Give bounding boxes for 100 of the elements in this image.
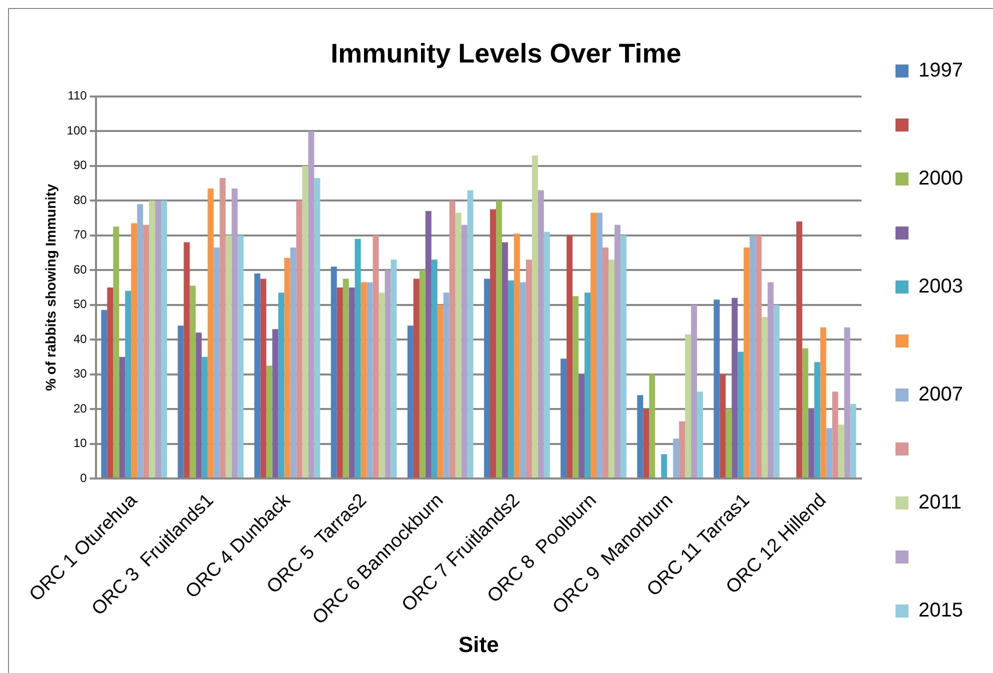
bar — [720, 374, 726, 478]
bar — [762, 316, 768, 478]
bar — [643, 409, 650, 478]
bar — [348, 287, 355, 478]
y-tick-label: 40 — [73, 332, 88, 346]
bar — [214, 248, 220, 478]
y-tick-label: 90 — [73, 158, 88, 172]
bar — [101, 310, 108, 478]
legend-label: 1997 — [918, 60, 964, 82]
bar — [196, 332, 202, 478]
bar — [437, 304, 444, 478]
bar — [826, 428, 832, 478]
bar — [820, 327, 826, 478]
bar — [572, 296, 579, 478]
bar — [113, 226, 120, 478]
bar — [202, 356, 208, 478]
bar — [756, 235, 762, 478]
bar — [455, 212, 462, 478]
bar — [278, 292, 284, 478]
bar — [685, 334, 692, 478]
bar — [744, 248, 750, 478]
bar — [738, 352, 744, 478]
bar — [808, 409, 814, 478]
y-tick-label: 0 — [80, 470, 88, 485]
bar — [390, 260, 397, 478]
bar — [814, 362, 820, 478]
legend-label: 2015 — [918, 600, 964, 622]
bar — [425, 211, 432, 478]
bar — [449, 200, 456, 478]
bar — [832, 392, 838, 478]
bar — [330, 266, 337, 478]
bar — [691, 304, 698, 478]
legend-label: 2003 — [918, 276, 964, 298]
bar — [590, 212, 597, 478]
y-axis-title: % of rabbits showing Immunity — [42, 184, 58, 391]
x-axis-title: Site — [458, 632, 499, 657]
bar — [431, 260, 438, 478]
bar — [697, 392, 704, 478]
bar — [614, 224, 620, 478]
bar — [490, 209, 496, 478]
y-tick-label: 30 — [73, 366, 88, 381]
bar — [266, 366, 272, 478]
bar — [768, 282, 774, 478]
bar — [254, 274, 260, 478]
bar — [661, 454, 668, 478]
y-tick-label: 110 — [68, 88, 88, 103]
bar — [308, 131, 314, 478]
bar — [560, 358, 567, 478]
bar — [844, 327, 850, 478]
bar — [296, 200, 302, 478]
bar — [596, 212, 602, 478]
bar — [272, 329, 278, 478]
bar — [336, 287, 343, 478]
bar — [161, 200, 168, 478]
bar — [360, 282, 367, 478]
bar — [137, 204, 144, 478]
legend-label: 2011 — [918, 492, 962, 514]
bar — [584, 292, 591, 478]
bar — [366, 282, 373, 478]
bar — [232, 188, 238, 478]
bar — [342, 278, 349, 478]
bar — [107, 287, 114, 478]
bar — [637, 395, 644, 478]
bar — [496, 200, 502, 478]
bar — [467, 190, 474, 478]
y-tick-label: 50 — [73, 297, 88, 312]
bar — [354, 238, 361, 478]
bar — [384, 270, 391, 478]
bar — [532, 155, 538, 478]
bar — [796, 221, 802, 478]
y-tick-label: 60 — [73, 262, 88, 276]
bar — [184, 242, 190, 478]
bar — [508, 280, 514, 478]
bar — [378, 292, 385, 478]
bar — [314, 178, 320, 478]
bar — [119, 356, 126, 478]
bar — [155, 200, 162, 478]
bar — [260, 278, 266, 478]
bar — [566, 235, 573, 478]
bar — [602, 248, 608, 478]
bar — [802, 348, 808, 478]
bar — [526, 260, 532, 478]
bar — [413, 278, 420, 478]
bar — [190, 286, 196, 478]
bar — [838, 424, 844, 478]
legend-label: 2007 — [918, 384, 964, 406]
bar — [178, 326, 184, 478]
bar — [714, 300, 720, 478]
bar — [726, 409, 732, 478]
bar — [143, 224, 150, 478]
bar — [774, 304, 780, 478]
bar — [443, 292, 450, 478]
bar — [220, 178, 226, 478]
bar — [608, 260, 614, 478]
bar — [226, 235, 232, 478]
bar — [850, 404, 856, 478]
bar — [125, 290, 132, 478]
bar — [520, 282, 526, 478]
bar — [502, 242, 508, 478]
bar — [238, 235, 244, 478]
